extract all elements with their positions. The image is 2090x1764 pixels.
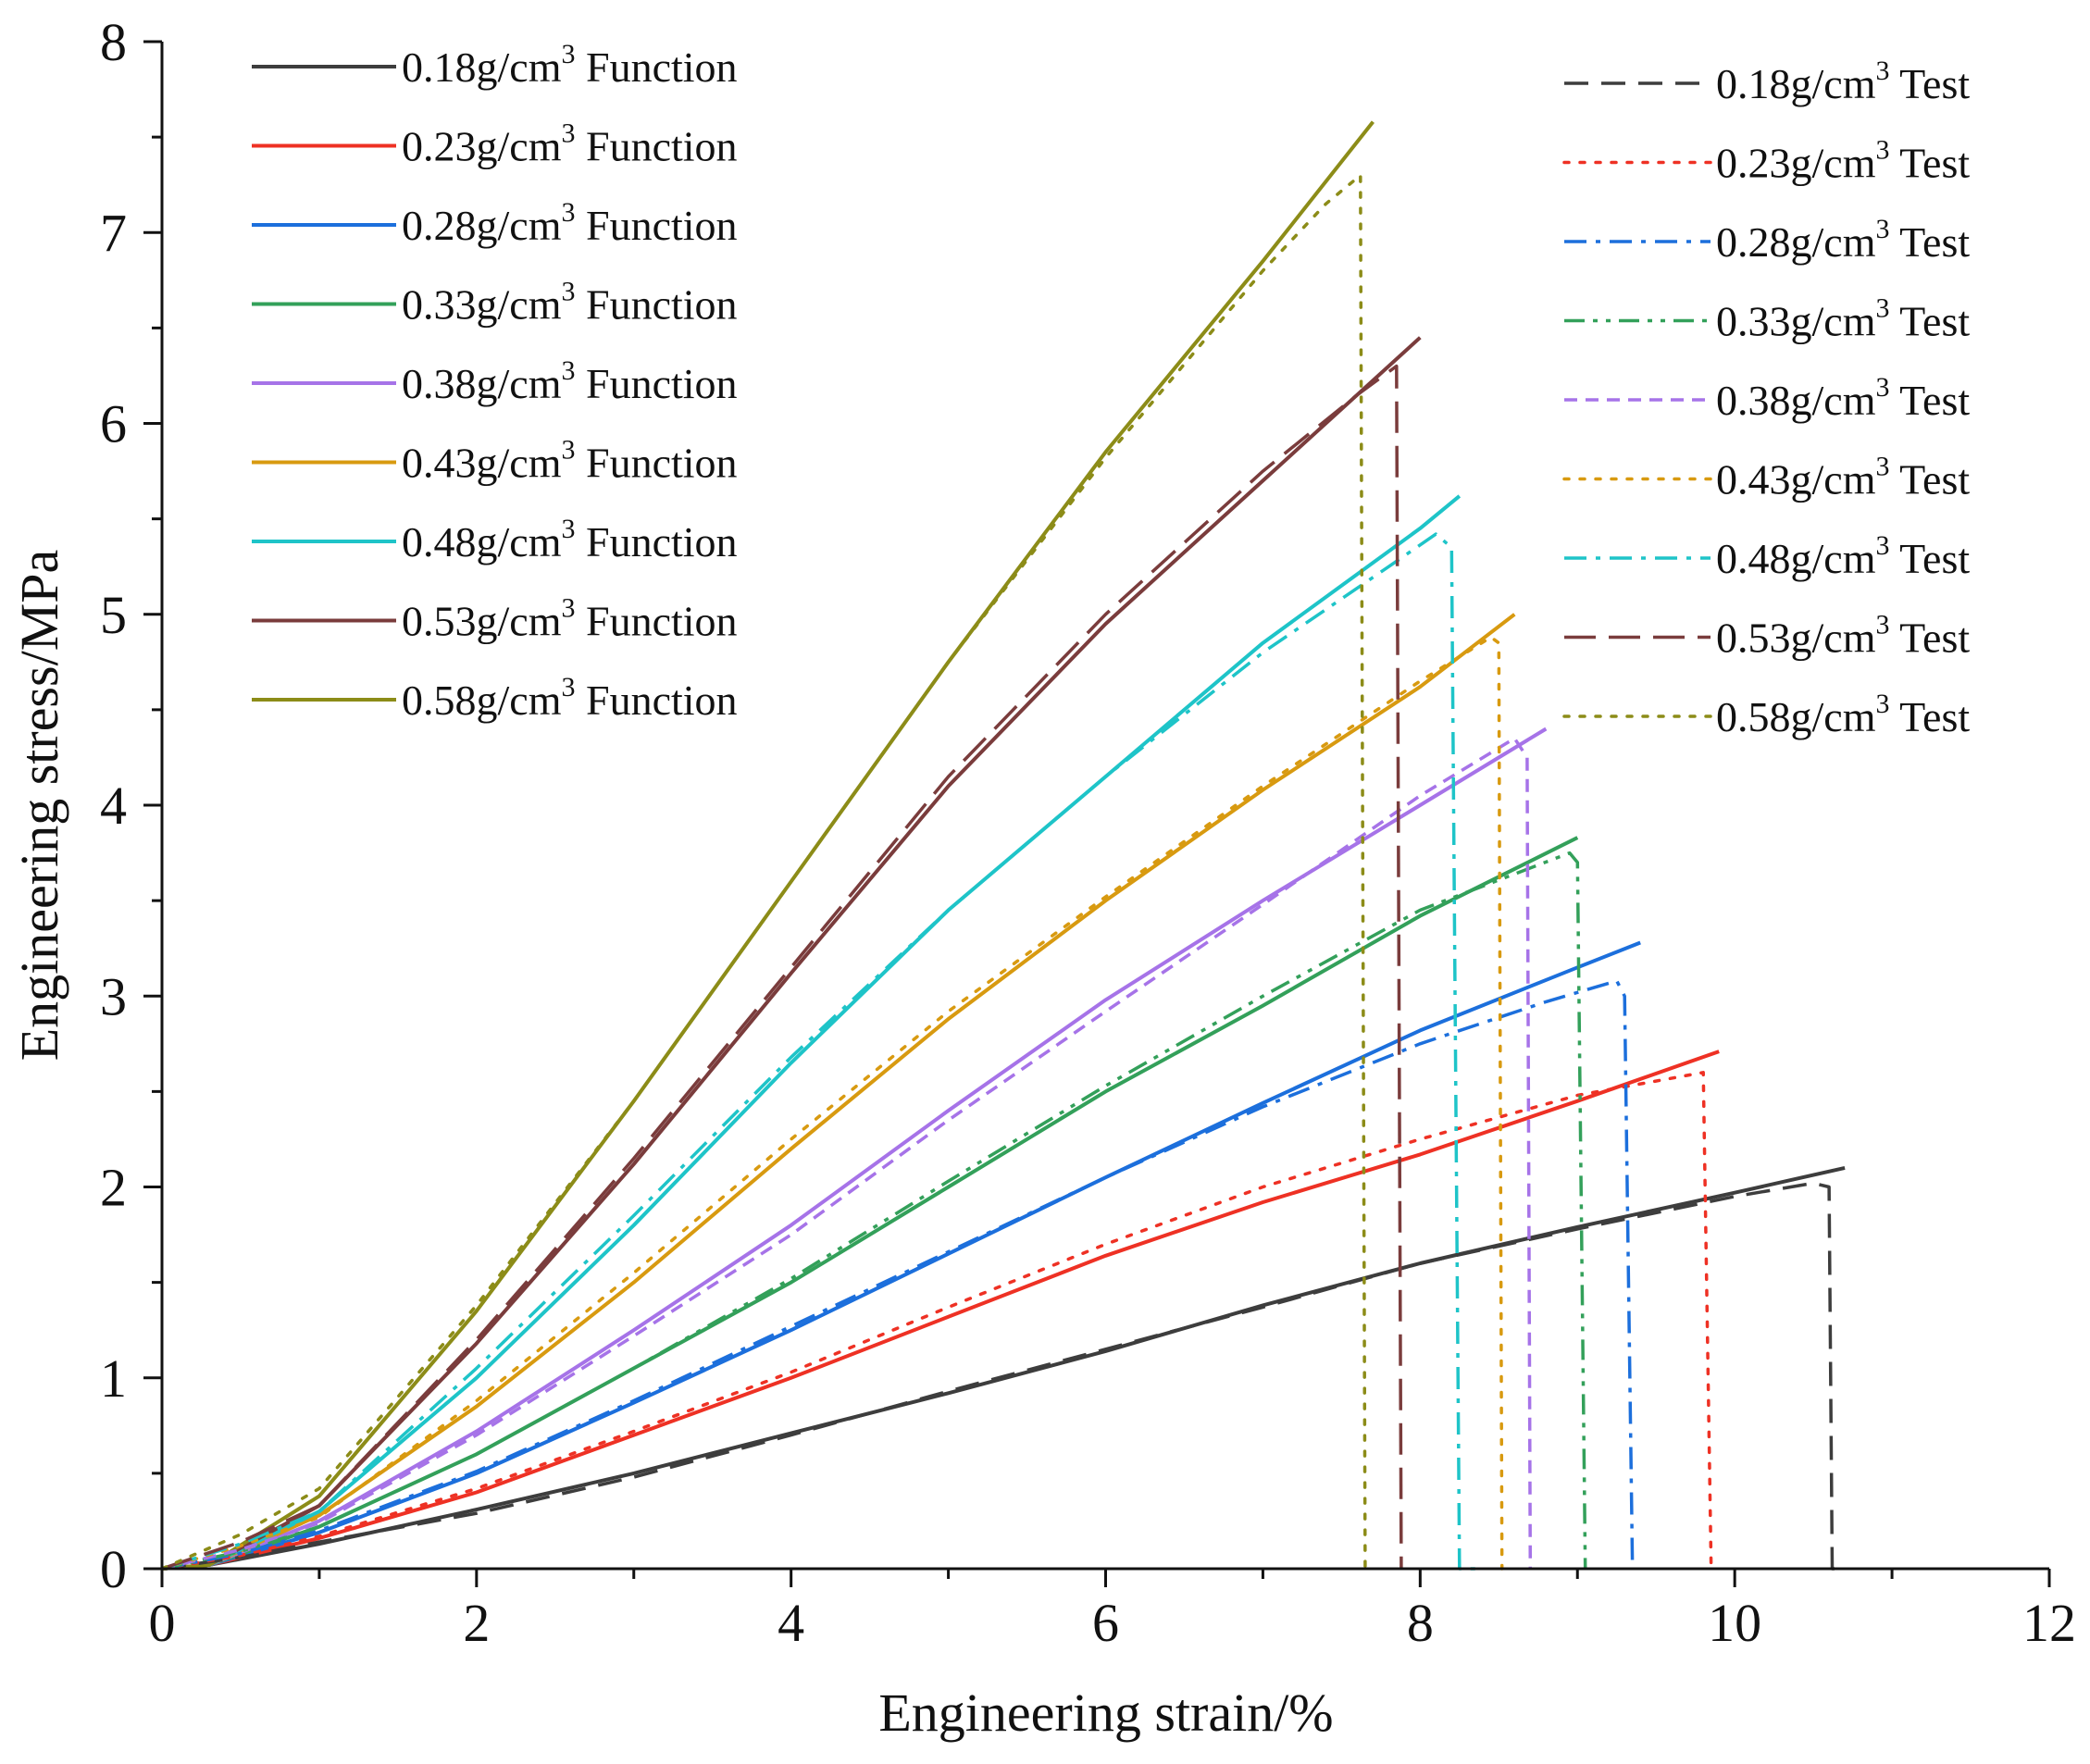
series-line-0-28g-cm3-test <box>161 979 1635 1571</box>
legend-item-0-28g-cm3-function: 0.28g/cm3 Function <box>252 197 738 249</box>
legend-item-0-33g-cm3-function: 0.33g/cm3 Function <box>252 277 738 329</box>
legend-label: 0.38g/cm3 Test <box>1716 372 1970 424</box>
x-tick-label: 12 <box>2022 1593 2076 1653</box>
legend-label: 0.48g/cm3 Test <box>1716 530 1970 582</box>
series-line-0-43g-cm3-function <box>161 613 1516 1571</box>
y-tick-label: 0 <box>100 1539 127 1599</box>
legend-item-0-18g-cm3-function: 0.18g/cm3 Function <box>252 39 738 91</box>
legend-item-0-58g-cm3-function: 0.58g/cm3 Function <box>252 672 738 724</box>
x-ticks-group: 0 2 4 6 8 10 12 <box>149 1569 2076 1653</box>
legend-test: 0.18g/cm3 Test 0.23g/cm3 Test 0.28g/cm3 Te… <box>1562 56 1970 740</box>
legend-item-0-23g-cm3-function: 0.23g/cm3 Function <box>252 118 738 170</box>
legend-item-0-43g-cm3-function: 0.43g/cm3 Function <box>252 435 738 487</box>
series-line-0-18g-cm3-test <box>161 1181 1846 1571</box>
y-axis-title: Engineering stress/MPa <box>9 550 69 1062</box>
legend-item-0-53g-cm3-function: 0.53g/cm3 Function <box>252 593 738 645</box>
x-tick-label: 0 <box>149 1593 176 1653</box>
legend-label: 0.38g/cm3 Function <box>402 355 738 407</box>
legend-label: 0.18g/cm3 Function <box>402 39 738 91</box>
series-line-0-18g-cm3-function <box>161 1165 1846 1571</box>
series-line-0-53g-cm3-test <box>161 364 1403 1571</box>
x-axis-title: Engineering strain/% <box>878 1683 1333 1743</box>
legend-label: 0.23g/cm3 Test <box>1716 135 1970 187</box>
series-line-0-23g-cm3-test <box>160 1071 1713 1571</box>
legend-label: 0.58g/cm3 Function <box>402 672 738 724</box>
y-ticks-group: 0 1 2 3 4 5 6 7 8 <box>100 12 162 1599</box>
y-tick-label: 6 <box>100 394 127 454</box>
x-tick-label: 8 <box>1407 1593 1434 1653</box>
y-tick-label: 5 <box>100 585 127 645</box>
plot-series-group <box>160 120 1846 1571</box>
legend-label: 0.48g/cm3 Function <box>402 514 738 565</box>
y-tick-label: 7 <box>100 203 127 263</box>
legend-item-0-38g-cm3-test: 0.38g/cm3 Test <box>1564 372 1970 424</box>
legend-label: 0.33g/cm3 Function <box>402 277 738 329</box>
series-line-0-43g-cm3-test <box>160 635 1504 1571</box>
legend-label: 0.33g/cm3 Test <box>1716 293 1970 345</box>
legend-label: 0.23g/cm3 Function <box>402 118 738 170</box>
legend-item-0-33g-cm3-test: 0.33g/cm3 Test <box>1564 293 1970 345</box>
series-line-0-38g-cm3-test <box>161 737 1533 1571</box>
series-line-0-58g-cm3-function <box>161 120 1375 1571</box>
y-tick-label: 3 <box>100 966 127 1026</box>
legend-item-0-43g-cm3-test: 0.43g/cm3 Test <box>1562 452 1970 503</box>
legend-label: 0.28g/cm3 Function <box>402 197 738 249</box>
legend-label: 0.18g/cm3 Test <box>1716 56 1970 107</box>
y-tick-label: 2 <box>100 1158 127 1218</box>
legend-label: 0.53g/cm3 Test <box>1716 610 1970 662</box>
legend-item-0-23g-cm3-test: 0.23g/cm3 Test <box>1562 135 1970 187</box>
axes-group <box>160 42 2049 1571</box>
x-tick-label: 6 <box>1092 1593 1119 1653</box>
x-tick-label: 2 <box>463 1593 490 1653</box>
legend-label: 0.43g/cm3 Function <box>402 435 738 487</box>
y-tick-label: 1 <box>100 1348 127 1409</box>
series-line-0-58g-cm3-test <box>160 173 1367 1571</box>
legend-function: 0.18g/cm3 Function 0.23g/cm3 Function 0.28… <box>252 39 738 724</box>
series-line-0-23g-cm3-function <box>161 1050 1720 1571</box>
y-tick-label: 8 <box>100 12 127 72</box>
series-line-0-48g-cm3-function <box>161 494 1462 1571</box>
legend-item-0-58g-cm3-test: 0.58g/cm3 Test <box>1562 689 1970 740</box>
series-line-0-53g-cm3-function <box>161 336 1422 1571</box>
legend-item-0-28g-cm3-test: 0.28g/cm3 Test <box>1564 214 1970 266</box>
legend-item-0-53g-cm3-test: 0.53g/cm3 Test <box>1564 610 1970 662</box>
series-line-0-33g-cm3-test <box>161 851 1587 1571</box>
legend-label: 0.58g/cm3 Test <box>1716 689 1970 740</box>
legend-item-0-48g-cm3-function: 0.48g/cm3 Function <box>252 514 738 565</box>
series-line-0-38g-cm3-function <box>161 727 1548 1571</box>
y-tick-label: 4 <box>100 776 127 836</box>
legend-label: 0.53g/cm3 Function <box>402 593 738 645</box>
legend-item-0-48g-cm3-test: 0.48g/cm3 Test <box>1564 530 1970 582</box>
legend-item-0-18g-cm3-test: 0.18g/cm3 Test <box>1564 56 1970 107</box>
legend-label: 0.28g/cm3 Test <box>1716 214 1970 266</box>
series-line-0-28g-cm3-function <box>161 940 1641 1571</box>
series-line-0-48g-cm3-test <box>161 532 1475 1571</box>
legend-item-0-38g-cm3-function: 0.38g/cm3 Function <box>252 355 738 407</box>
legend-label: 0.43g/cm3 Test <box>1716 452 1970 503</box>
x-tick-label: 4 <box>778 1593 804 1653</box>
x-tick-label: 10 <box>1708 1593 1761 1653</box>
